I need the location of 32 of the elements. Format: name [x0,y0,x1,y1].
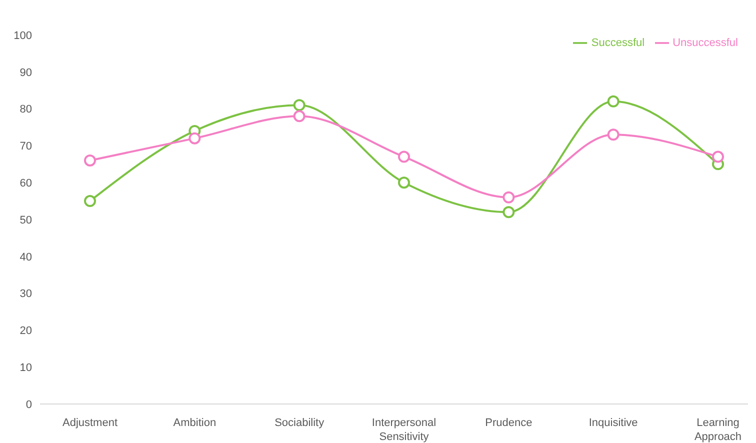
x-tick-label: Prudence [485,417,532,429]
point [502,191,515,204]
point [607,95,620,108]
y-tick-label: 20 [20,325,32,338]
y-tick-label: 80 [20,104,32,116]
x-tick-label: Adjustment [62,417,118,429]
point [84,195,96,208]
x-tick-label: Ambition [173,417,216,429]
y-tick-label: 60 [20,178,32,190]
point [293,99,306,112]
y-tick-label: 10 [20,362,32,374]
point [398,176,410,189]
x-tick-label: Sociability [274,417,325,429]
legend-label: Successful [591,36,645,49]
point [502,206,515,218]
y-tick-label: 40 [20,251,32,264]
x-tick-label: Interpersonal Sensitivity [372,417,436,443]
y-tick-label: 50 [20,214,32,226]
point [188,132,201,144]
y-tick-label: 90 [20,66,32,79]
point [84,154,96,166]
point [712,150,724,163]
point [607,128,620,141]
x-tick-label: Learning Approach [694,417,742,443]
y-tick-label: 0 [26,398,32,411]
y-tick-label: 70 [20,140,32,153]
x-tick-label: Inquisitive [588,417,638,429]
point [398,150,410,163]
legend-label: Unsuccessful [672,36,738,49]
y-tick-label: 30 [20,288,32,300]
y-tick-label: 100 [14,30,32,42]
point [293,110,306,122]
